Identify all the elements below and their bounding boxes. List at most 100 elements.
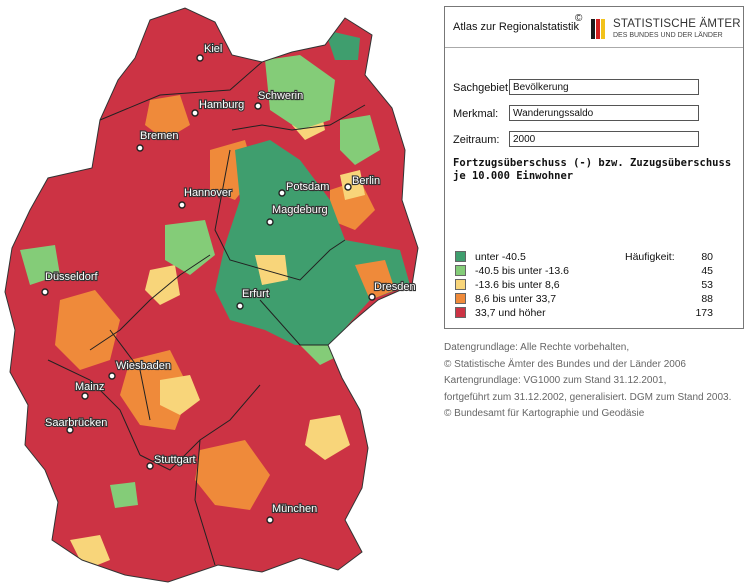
region-class-low <box>110 482 138 508</box>
city-dot <box>41 288 49 296</box>
region-class-low <box>340 115 380 165</box>
copyright-mark: © <box>575 13 583 24</box>
frequency-label: Häufigkeit: <box>625 251 675 263</box>
region-class-high <box>145 95 190 140</box>
legend-count: 45 <box>701 265 713 277</box>
city-marker: Magdeburg <box>266 203 329 226</box>
legend-swatch <box>455 265 466 276</box>
field-label: Sachgebiet: <box>453 82 512 94</box>
region-class-mid <box>145 265 180 305</box>
city-marker: Bremen <box>136 129 180 152</box>
region-class-mid <box>160 375 200 415</box>
statistik-logo: STATISTISCHE ÄMTER DES BUNDES UND DER LÄ… <box>591 17 741 43</box>
legend-label: -13.6 bis unter 8,6 <box>475 279 560 291</box>
zeitraum-field[interactable]: 2000 <box>509 131 699 147</box>
city-marker: Düsseldorf <box>41 270 100 296</box>
credit-line: © Bundesamt für Kartographie und Geodäsi… <box>444 408 645 419</box>
city-label: Dresden <box>374 281 416 293</box>
city-dot <box>178 201 186 209</box>
region-class-mid <box>305 415 350 460</box>
city-marker: Dresden <box>368 280 417 301</box>
info-panel: Atlas zur Regionalstatistik © STATISTISC… <box>444 6 744 329</box>
region-class-lowest <box>325 30 360 60</box>
field-label: Zeitraum: <box>453 134 500 146</box>
city-label: München <box>272 503 317 515</box>
city-dot <box>236 302 244 310</box>
city-dot <box>278 189 286 197</box>
city-marker: Hamburg <box>191 98 245 117</box>
city-marker: Potsdam <box>278 180 331 197</box>
city-label: Potsdam <box>286 181 329 193</box>
city-dot <box>266 516 274 524</box>
city-label: Schwerin <box>258 90 303 102</box>
credit-line: Kartengrundlage: VG1000 zum Stand 31.12.… <box>444 375 667 386</box>
credit-line: © Statistische Ämter des Bundes und der … <box>444 358 686 370</box>
city-label: Bremen <box>140 130 179 142</box>
city-marker: Stuttgart <box>146 453 197 470</box>
indicator-subtitle: Fortzugsüberschuss (-) bzw. Zuzugsübersc… <box>453 157 732 182</box>
region-class-mid <box>340 170 365 200</box>
city-label: Hannover <box>184 187 232 199</box>
city-label: Berlin <box>352 175 380 187</box>
sachgebiet-field[interactable]: Bevölkerung <box>509 79 699 95</box>
legend-count: 88 <box>701 293 713 305</box>
city-marker: Berlin <box>344 174 381 191</box>
legend-swatch <box>455 307 466 318</box>
city-label: Stuttgart <box>154 454 196 466</box>
city-dot <box>81 392 89 400</box>
city-label: Wiesbaden <box>116 360 171 372</box>
city-marker: Mainz <box>74 380 105 400</box>
region-class-high <box>355 260 395 300</box>
panel-header: Atlas zur Regionalstatistik © STATISTISC… <box>445 7 743 48</box>
region-class-low <box>265 55 335 130</box>
city-dot <box>146 462 154 470</box>
legend-label: -40.5 bis unter -13.6 <box>475 265 569 277</box>
city-label: Magdeburg <box>272 204 328 216</box>
city-dot <box>344 183 352 191</box>
city-dot <box>368 293 376 301</box>
region-class-lowest <box>215 140 410 345</box>
city-label: Erfurt <box>242 288 269 300</box>
legend-count: 53 <box>701 279 713 291</box>
city-dot <box>191 109 199 117</box>
field-label: Merkmal: <box>453 108 499 120</box>
region-class-mid <box>70 535 110 570</box>
region-class-low <box>20 245 60 285</box>
atlas-title: Atlas zur Regionalstatistik <box>453 21 579 33</box>
region-class-mid <box>255 255 288 285</box>
city-dot <box>266 218 274 226</box>
legend-swatch <box>455 293 466 304</box>
city-marker: Hannover <box>178 186 233 209</box>
germany-choropleth-map: Kiel Hamburg Schwerin Bremen Berlin Potsdam Ha… <box>4 7 419 583</box>
legend-label: unter -40.5 <box>475 251 526 263</box>
merkmal-field[interactable]: Wanderungssaldo <box>509 105 699 121</box>
legend-swatch <box>455 251 466 262</box>
city-dot <box>108 372 116 380</box>
city-marker: Schwerin <box>254 89 304 110</box>
city-marker: Kiel <box>196 42 223 62</box>
city-marker: Erfurt <box>236 287 270 310</box>
city-label: Saarbrücken <box>45 417 107 429</box>
city-marker: Wiesbaden <box>108 359 172 380</box>
flag-icon <box>591 19 609 39</box>
city-dot <box>196 54 204 62</box>
credit-line: Datengrundlage: Alle Rechte vorbehalten, <box>444 342 630 353</box>
city-marker: Saarbrücken <box>44 416 108 434</box>
region-class-high <box>55 290 120 370</box>
source-credits: Datengrundlage: Alle Rechte vorbehalten,… <box>444 340 731 423</box>
city-dot <box>66 426 74 434</box>
city-label: Mainz <box>75 381 104 393</box>
legend-label: 33,7 und höher <box>475 307 546 319</box>
region-class-high <box>195 440 270 510</box>
map-regions <box>5 8 418 582</box>
logo-subtitle: DES BUNDES UND DER LÄNDER <box>613 32 723 39</box>
region-class-low <box>165 220 215 275</box>
legend-swatch <box>455 279 466 290</box>
legend-label: 8,6 bis unter 33,7 <box>475 293 557 305</box>
city-marker: München <box>266 502 318 524</box>
city-dot <box>136 144 144 152</box>
city-label: Hamburg <box>199 99 244 111</box>
legend-count: 173 <box>695 307 713 319</box>
state-borders <box>47 61 366 566</box>
city-label: Kiel <box>204 43 222 55</box>
